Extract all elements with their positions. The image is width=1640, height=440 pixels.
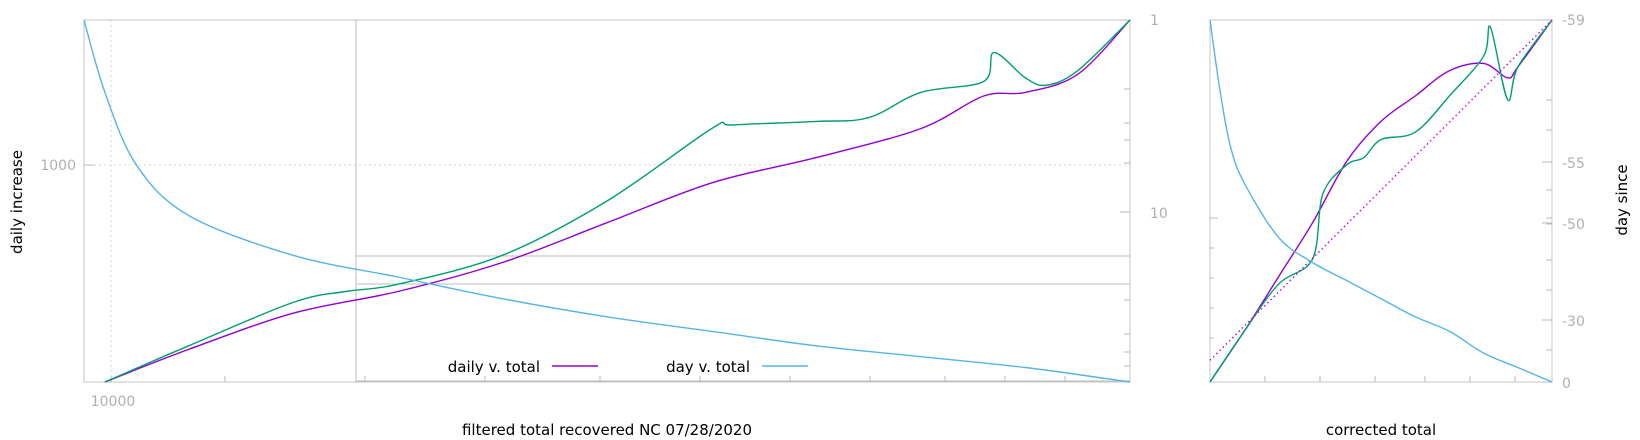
right-series-group xyxy=(1209,19,1553,383)
main-y-right-tick-label-10: 10 xyxy=(1150,206,1168,222)
right-y-tick-label-55: -55 xyxy=(1562,156,1585,172)
main-series-1-line xyxy=(104,19,1131,383)
right-plot-frame xyxy=(1209,19,1553,383)
right-series-0-line xyxy=(1209,19,1553,383)
main-x-axis-label: filtered total recovered NC 07/28/2020 xyxy=(462,421,752,439)
main-y-axis-label: daily increase xyxy=(8,150,26,254)
right-series-1-line xyxy=(1209,19,1553,383)
legend-label-day: day v. total xyxy=(666,358,750,376)
right-series-3-line xyxy=(1209,19,1553,383)
main-series-2-line xyxy=(83,19,1131,383)
right-y-axis-label: day since xyxy=(1613,164,1631,235)
main-series-0-line xyxy=(104,19,1131,383)
main-y-right-tick-label-1: 1 xyxy=(1150,13,1159,29)
main-series-group xyxy=(83,19,1131,383)
main-ticks xyxy=(84,19,1130,382)
main-x-tick-label: 10000 xyxy=(91,394,136,410)
right-y-tick-label-59: -59 xyxy=(1562,13,1585,29)
right-y-tick-label-30: -30 xyxy=(1562,314,1585,330)
legend: daily v. total day v. total xyxy=(448,358,808,376)
right-y-tick-label-50: -50 xyxy=(1562,217,1585,233)
legend-label-daily: daily v. total xyxy=(448,358,540,376)
right-x-axis-label: corrected total xyxy=(1326,421,1436,439)
right-y-tick-label-0: 0 xyxy=(1562,376,1571,392)
main-plot-frame xyxy=(83,19,1131,383)
main-y-left-tick-label: 1000 xyxy=(40,158,76,174)
main-inset-box xyxy=(355,20,1130,382)
right-series-2-line xyxy=(1209,19,1553,361)
